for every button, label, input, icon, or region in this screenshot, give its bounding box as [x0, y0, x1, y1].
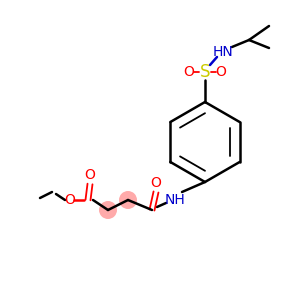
Text: HN: HN — [213, 45, 233, 59]
Text: O: O — [85, 168, 95, 182]
Text: O: O — [64, 193, 75, 207]
Text: O: O — [216, 65, 226, 79]
Text: NH: NH — [165, 193, 185, 207]
Text: S: S — [200, 63, 210, 81]
Text: O: O — [151, 176, 161, 190]
Text: O: O — [184, 65, 194, 79]
Circle shape — [119, 191, 137, 209]
Circle shape — [99, 201, 117, 219]
